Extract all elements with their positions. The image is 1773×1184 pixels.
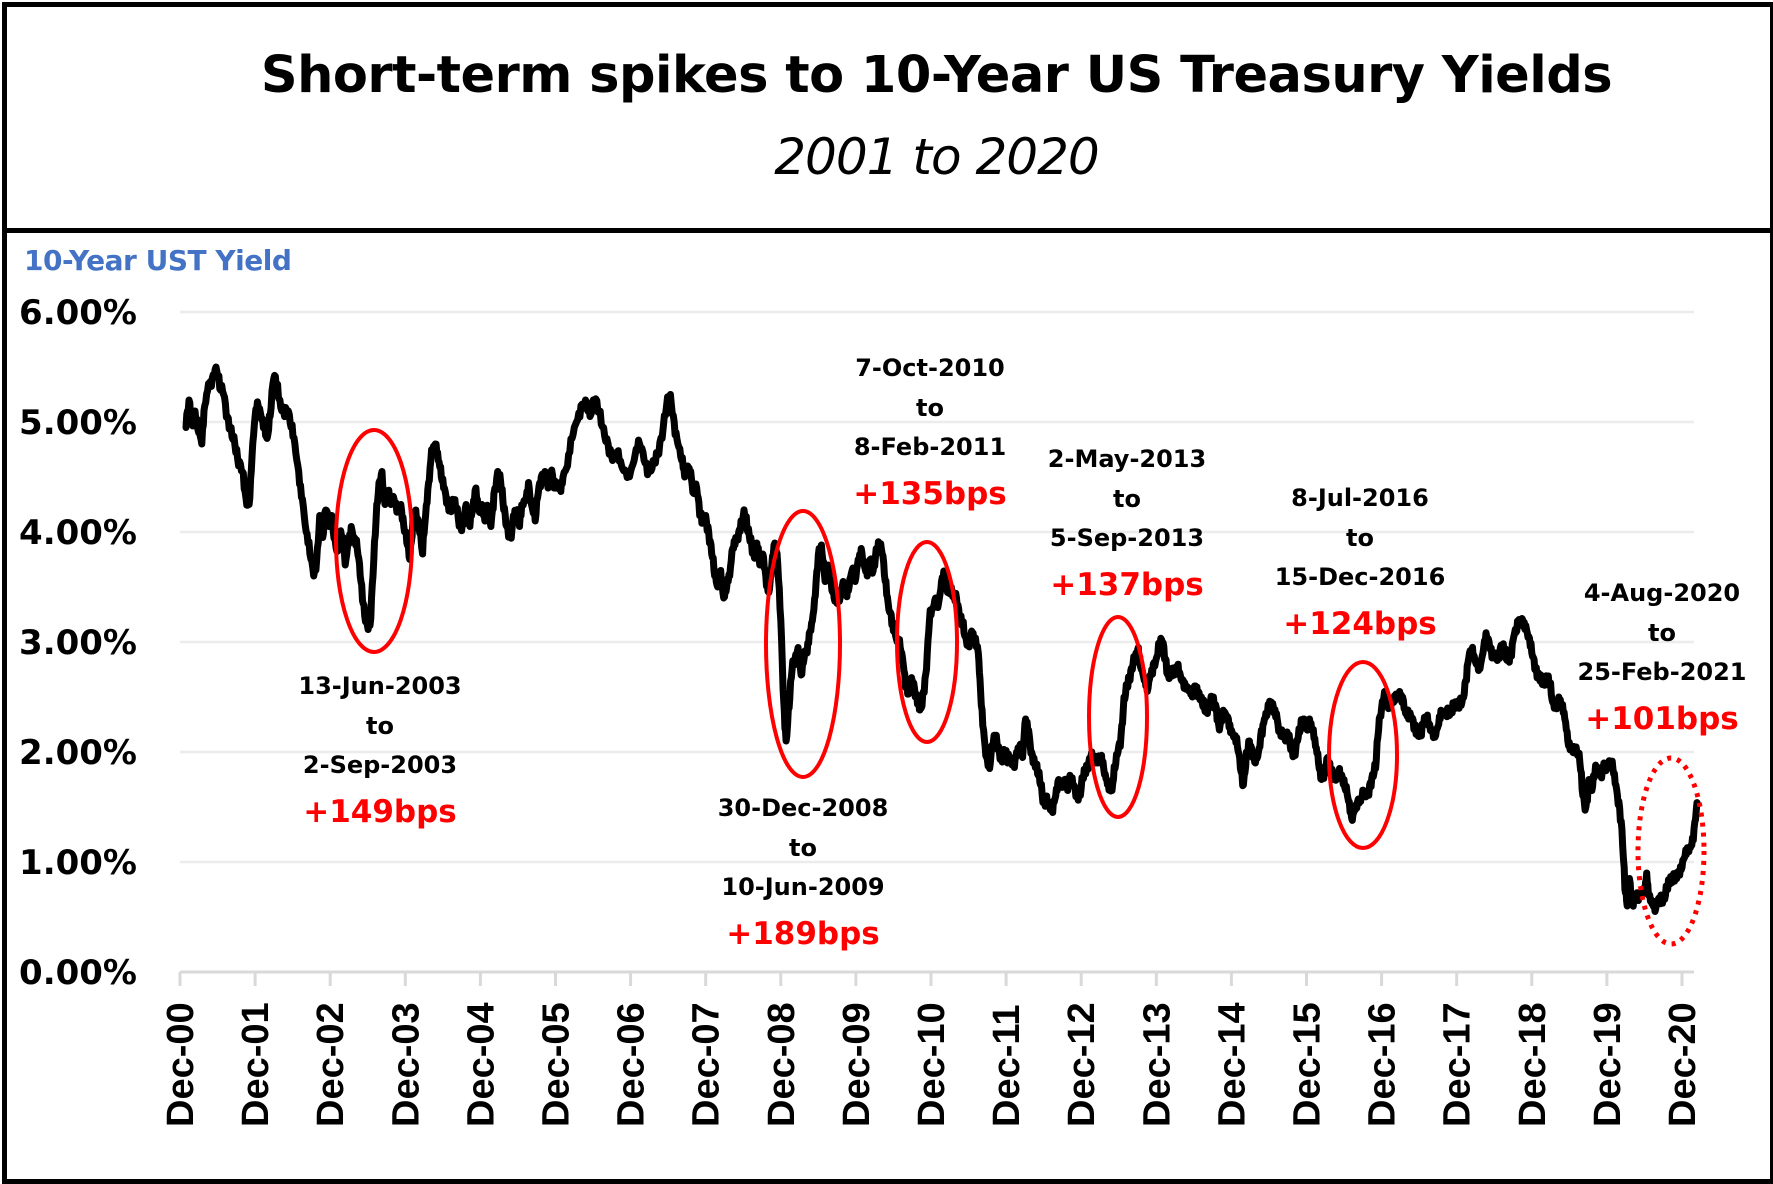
y-tick-label: 3.00% xyxy=(19,623,137,663)
y-tick-label: 5.00% xyxy=(19,403,137,443)
chart-title: Short-term spikes to 10-Year US Treasury… xyxy=(260,46,1613,105)
x-tick-label: Dec-12 xyxy=(1061,1002,1103,1127)
y-tick-label: 2.00% xyxy=(19,733,137,773)
x-tick-label: Dec-03 xyxy=(385,1002,427,1127)
x-tick-label: Dec-00 xyxy=(160,1002,202,1127)
annotation-to: to xyxy=(789,834,817,862)
annotation-end-date: 5-Sep-2013 xyxy=(1050,524,1204,552)
chart-panel xyxy=(2,228,1773,1184)
annotation-change: +124bps xyxy=(1283,606,1437,642)
series-line xyxy=(182,363,1701,915)
annotation-end-date: 15-Dec-2016 xyxy=(1275,563,1446,591)
x-tick-label: Dec-19 xyxy=(1587,1002,1629,1127)
annotation-start-date: 13-Jun-2003 xyxy=(298,672,461,700)
x-tick-label: Dec-09 xyxy=(836,1002,878,1127)
x-tick-label: Dec-15 xyxy=(1287,1002,1329,1127)
annotation-to: to xyxy=(916,394,944,422)
annotation-to: to xyxy=(1113,485,1141,513)
annotations: 13-Jun-2003 to 2-Sep-2003 +149bps 30-Dec-200… xyxy=(298,354,1746,952)
annotation-change: +137bps xyxy=(1050,567,1204,603)
y-tick-label: 1.00% xyxy=(19,843,137,883)
gridlines xyxy=(180,310,1694,864)
annotation-change: +101bps xyxy=(1585,701,1739,737)
x-tick-label: Dec-06 xyxy=(611,1002,653,1127)
y-axis-title: 10-Year UST Yield xyxy=(24,244,292,277)
x-tick-label: Dec-20 xyxy=(1662,1002,1704,1127)
y-tick-label: 4.00% xyxy=(19,513,137,553)
annotation-start-date: 7-Oct-2010 xyxy=(855,354,1005,382)
x-tick-label: Dec-08 xyxy=(761,1002,803,1127)
x-tick-label: Dec-11 xyxy=(986,1004,1028,1127)
annotation-to: to xyxy=(366,712,394,740)
y-axis-ticks: 0.00% 1.00% 2.00% 3.00% 4.00% 5.00% 6.00% xyxy=(19,293,137,993)
x-tick-label: Dec-17 xyxy=(1437,1002,1479,1127)
annotation-end-date: 10-Jun-2009 xyxy=(721,873,884,901)
annotation-end-date: 25-Feb-2021 xyxy=(1578,658,1747,686)
chart-subtitle: 2001 to 2020 xyxy=(774,128,1099,186)
annotation-ellipse xyxy=(334,428,414,654)
x-tick-label: Dec-07 xyxy=(686,1002,728,1127)
annotation-change: +149bps xyxy=(303,794,457,830)
annotation-ellipse xyxy=(1087,615,1149,819)
y-tick-label: 6.00% xyxy=(19,293,137,333)
x-tick-label: Dec-18 xyxy=(1512,1002,1554,1127)
annotation-change: +189bps xyxy=(726,916,880,952)
annotation-to: to xyxy=(1648,619,1676,647)
x-tick-label: Dec-05 xyxy=(536,1002,578,1127)
annotation-ellipse xyxy=(1327,660,1399,850)
annotation-end-date: 8-Feb-2011 xyxy=(854,433,1006,461)
annotation-ellipse xyxy=(764,509,842,779)
annotation-ellipse xyxy=(1635,755,1707,947)
title-panel xyxy=(2,2,1773,233)
x-axis: Dec-00 Dec-01 Dec-02 Dec-03 Dec-04 Dec-05 Dec-… xyxy=(160,970,1704,1127)
annotation-start-date: 8-Jul-2016 xyxy=(1291,484,1429,512)
annotation-start-date: 4-Aug-2020 xyxy=(1584,579,1740,607)
annotation-start-date: 30-Dec-2008 xyxy=(718,794,889,822)
x-tick-label: Dec-13 xyxy=(1136,1002,1178,1127)
x-tick-label: Dec-01 xyxy=(235,1002,277,1127)
annotation-end-date: 2-Sep-2003 xyxy=(303,751,457,779)
x-tick-label: Dec-14 xyxy=(1211,1002,1253,1127)
annotation-ellipse xyxy=(895,540,959,744)
x-tick-label: Dec-10 xyxy=(911,1002,953,1127)
annotation-to: to xyxy=(1346,524,1374,552)
x-tick-label: Dec-16 xyxy=(1362,1002,1404,1127)
series-line-group xyxy=(182,363,1701,915)
annotation-start-date: 2-May-2013 xyxy=(1048,445,1206,473)
x-tick-label: Dec-04 xyxy=(460,1002,502,1127)
x-tick-label: Dec-02 xyxy=(310,1002,352,1127)
y-tick-label: 0.00% xyxy=(19,953,137,993)
annotation-change: +135bps xyxy=(853,476,1007,512)
